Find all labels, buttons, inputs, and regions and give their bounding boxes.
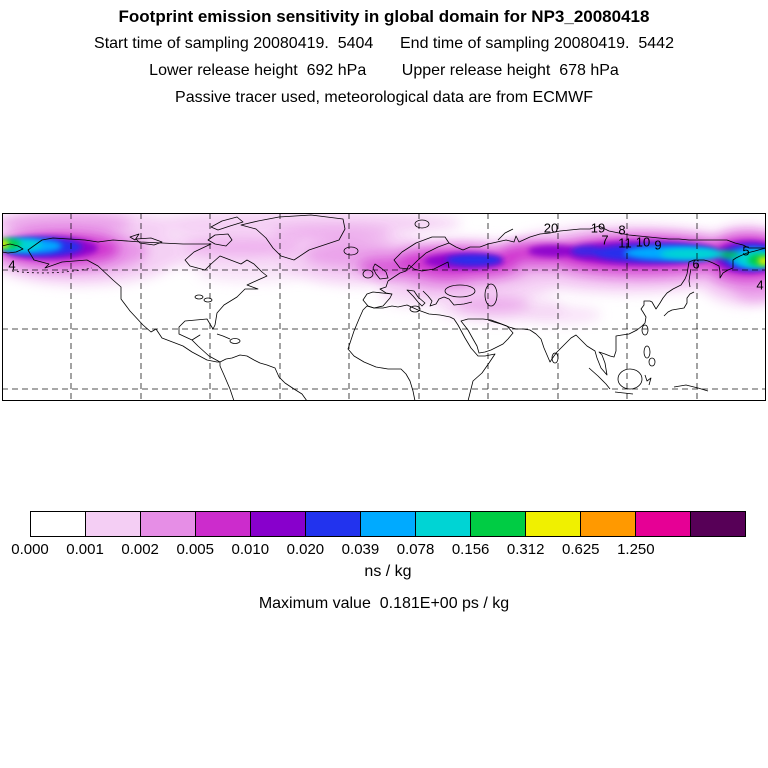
colorbar-tick-label: 0.078: [396, 541, 435, 558]
colorbar-ticks: 0.000 0.001 0.002 0.005 0.010 0.020 0.039 0.078…: [11, 541, 746, 559]
colorbar-segment: [86, 512, 141, 536]
colorbar-segment: [416, 512, 471, 536]
colorbar-segment: [361, 512, 416, 536]
colorbar-tick-label: 0.001: [66, 541, 104, 558]
map-plot: [2, 213, 766, 401]
colorbar-tick-label: 1.250: [617, 541, 655, 558]
colorbar-tick-label: 0.156: [451, 541, 490, 558]
colorbar-tick-label: 0.005: [176, 541, 214, 558]
colorbar-tick-label: 0.000: [11, 541, 49, 558]
colorbar-segment: [691, 512, 745, 536]
colorbar-segment: [251, 512, 306, 536]
colorbar: [30, 511, 746, 537]
colorbar-segment: [306, 512, 361, 536]
max-value-line: Maximum value 0.181E+00 ps / kg: [258, 595, 510, 612]
release-heights-line: Lower release height 692 hPa Upper relea…: [149, 62, 619, 79]
sampling-times-line: Start time of sampling 20080419. 5404 En…: [94, 35, 674, 52]
colorbar-segment: [581, 512, 636, 536]
colorbar-segment: [196, 512, 251, 536]
tracer-line: Passive tracer used, meteorological data…: [175, 89, 593, 106]
world-map: 4 20 19 8 7 11 10 9 5 6 4: [2, 213, 766, 401]
colorbar-tick-label: 0.010: [231, 541, 270, 558]
plume-layer-yellow: [2, 240, 766, 265]
colorbar-segment: [141, 512, 196, 536]
colorbar-segment: [471, 512, 526, 536]
map-border: [2, 213, 766, 401]
colorbar-segment: [636, 512, 691, 536]
figure-title: Footprint emission sensitivity in global…: [118, 7, 650, 26]
colorbar-tick-label: 0.312: [506, 541, 545, 558]
colorbar-segment: [31, 512, 86, 536]
colorbar-segment: [526, 512, 581, 536]
colorbar-tick-label: 0.002: [121, 541, 159, 558]
colorbar-units: ns / kg: [364, 563, 412, 580]
colorbar-tick-label: 0.625: [561, 541, 600, 558]
colorbar-tick-label: 0.020: [286, 541, 325, 558]
colorbar-tick-label: 0.039: [341, 541, 380, 558]
